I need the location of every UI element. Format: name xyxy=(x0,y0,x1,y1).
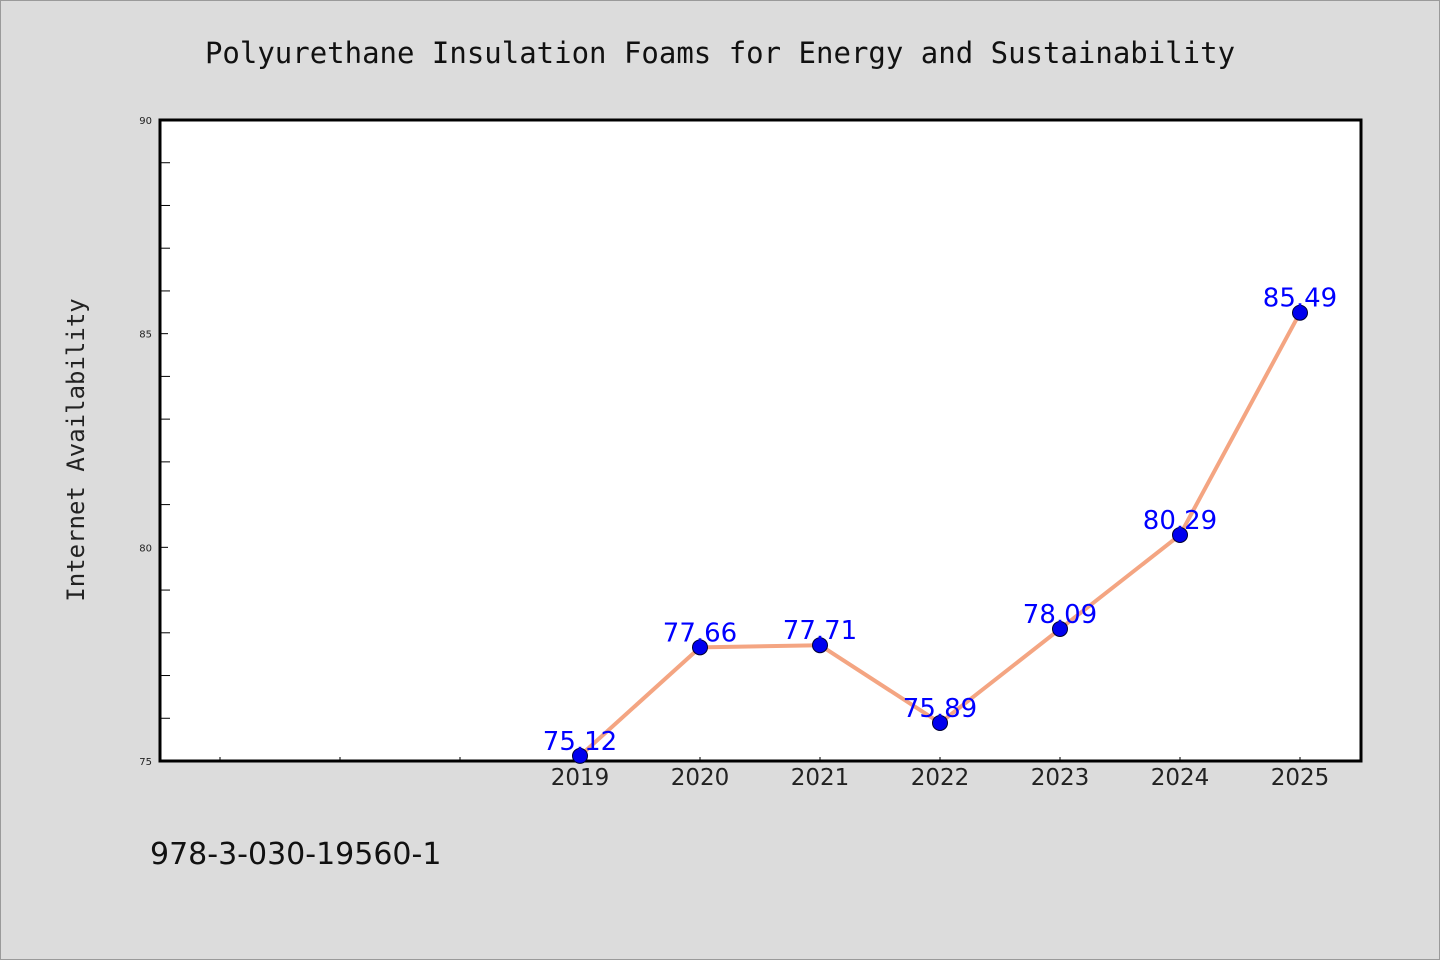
y-tick-label: 90 xyxy=(139,116,152,127)
x-tick-label: 2022 xyxy=(911,765,970,791)
data-label: 77.66 xyxy=(663,618,737,648)
data-label: 77.71 xyxy=(783,616,857,646)
isbn-footer: 978-3-030-19560-1 xyxy=(150,837,441,872)
data-point-marker xyxy=(1052,620,1068,637)
data-label: 75.12 xyxy=(543,727,617,757)
data-point-marker xyxy=(812,637,828,654)
y-axis-label: Internet Availability xyxy=(62,298,90,601)
data-point-marker xyxy=(1292,304,1308,321)
data-point-marker xyxy=(932,714,948,731)
data-label: 78.09 xyxy=(1023,600,1097,630)
data-label: 80.29 xyxy=(1143,506,1217,536)
x-axis-ticks: 2019 2020 2021 2022 2023 2024 2025 xyxy=(219,757,1330,791)
data-point-marker xyxy=(692,639,708,656)
y-tick-label: 75 xyxy=(139,757,152,768)
x-tick-label: 2020 xyxy=(671,765,730,791)
x-tick-label: 2019 xyxy=(551,765,610,791)
x-tick-label: 2025 xyxy=(1271,765,1330,791)
y-axis-ticks: 75 80 85 90 xyxy=(139,116,168,768)
y-tick-label: 80 xyxy=(139,543,152,554)
data-label: 75.89 xyxy=(903,694,977,724)
chart-title: Polyurethane Insulation Foams for Energy… xyxy=(205,36,1235,70)
y-minor-ticks xyxy=(160,162,170,719)
data-point-marker xyxy=(572,747,588,764)
plot-area xyxy=(158,118,1363,763)
data-point-marker xyxy=(1172,526,1188,543)
data-label: 85.49 xyxy=(1263,284,1337,314)
series-layer: 75.12 77.66 77.71 75.89 78.09 80.29 85.49 xyxy=(543,284,1337,764)
x-tick-label: 2023 xyxy=(1031,765,1090,791)
y-tick-label: 85 xyxy=(139,330,152,341)
x-tick-label: 2024 xyxy=(1151,765,1210,791)
x-tick-label: 2021 xyxy=(791,765,850,791)
